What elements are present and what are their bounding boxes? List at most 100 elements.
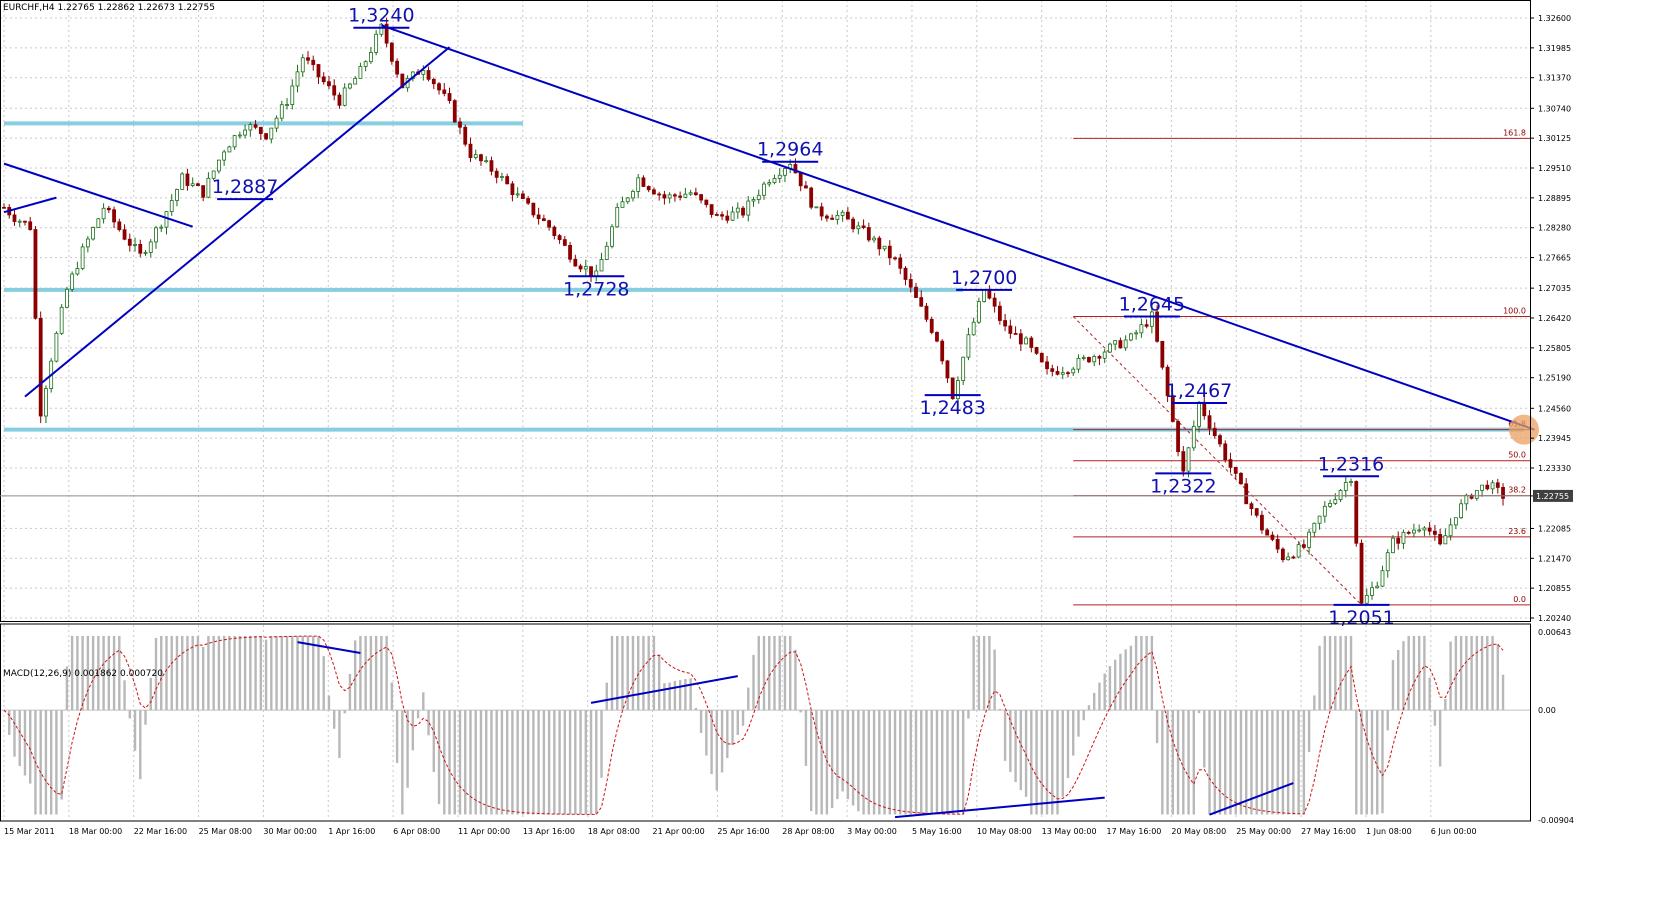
macd-bar <box>401 710 404 815</box>
macd-bar <box>809 710 813 812</box>
macd-bar <box>1349 635 1353 711</box>
candle-body <box>1312 522 1317 533</box>
candle-body <box>1018 333 1023 345</box>
macd-bar <box>1276 710 1279 815</box>
macd-bar <box>961 710 965 815</box>
macd-bar <box>118 635 121 711</box>
candle-body <box>594 270 599 277</box>
candle-body <box>327 81 331 87</box>
time-tick-label: 15 Mar 2011 <box>4 827 55 836</box>
candle-body <box>1343 482 1348 491</box>
macd-bar <box>1250 710 1253 815</box>
candle-body <box>1280 548 1285 561</box>
candle-body <box>1207 415 1212 429</box>
price-tick-label: 1.31985 <box>1538 44 1571 53</box>
macd-bar <box>600 710 603 778</box>
macd-bar <box>1386 710 1389 731</box>
time-tick-label: 6 Apr 08:00 <box>393 827 440 836</box>
macd-bar <box>233 635 236 711</box>
macd-bar <box>642 635 645 711</box>
candle-body <box>1328 503 1332 507</box>
macd-bar <box>741 710 745 726</box>
candle-body <box>720 214 724 217</box>
candle-body <box>379 23 384 35</box>
swing-label: 1,2887 <box>212 176 278 198</box>
candle-body <box>321 76 326 83</box>
candle-body <box>520 193 525 199</box>
time-tick-label: 17 May 16:00 <box>1107 827 1162 836</box>
price-tick-label: 1.29510 <box>1538 164 1571 173</box>
macd-bar <box>128 710 131 719</box>
candle-body <box>1097 356 1102 359</box>
macd-bar <box>458 710 462 815</box>
candle-body <box>1024 337 1028 345</box>
macd-bar <box>1302 710 1306 815</box>
macd-bar <box>1056 710 1059 815</box>
candle-body <box>395 60 400 75</box>
price-tick-label: 1.24560 <box>1538 404 1571 413</box>
candle-body <box>426 70 431 80</box>
candle-body <box>1391 537 1395 554</box>
candle-body <box>1113 340 1118 345</box>
time-tick-label: 20 May 08:00 <box>1171 827 1226 836</box>
macd-bar <box>1093 692 1096 711</box>
candle-body <box>688 192 693 195</box>
macd-bar <box>1465 635 1468 711</box>
macd-bar <box>1150 635 1154 711</box>
candle-body <box>568 245 572 260</box>
macd-bar <box>296 635 299 711</box>
price-tick-label: 1.31370 <box>1538 74 1571 83</box>
candle-body <box>1301 544 1306 548</box>
candle-body <box>914 286 918 298</box>
candle-body <box>751 199 756 202</box>
candle-body <box>804 185 808 189</box>
candle-body <box>636 177 641 192</box>
macd-bar <box>1003 710 1007 761</box>
candle-body <box>830 217 835 220</box>
candle-body <box>1375 585 1380 589</box>
candle-body <box>856 225 861 230</box>
candle-body <box>1464 494 1469 505</box>
macd-bar <box>684 678 687 711</box>
macd-bar <box>427 710 430 736</box>
macd-bar <box>1140 635 1143 711</box>
macd-bar <box>1171 710 1175 815</box>
macd-bar <box>380 635 383 711</box>
candle-body <box>940 340 945 362</box>
candle-body <box>1092 356 1097 363</box>
candle-body <box>1003 320 1008 327</box>
price-tick-label: 1.25190 <box>1538 374 1571 383</box>
macd-bar <box>1423 635 1426 711</box>
macd-bar <box>977 635 981 711</box>
macd-bar <box>1009 710 1012 772</box>
candle-body <box>1349 481 1353 483</box>
macd-bar <box>652 635 656 711</box>
candle-body <box>17 220 22 223</box>
price-tick-label: 1.23945 <box>1538 434 1571 443</box>
macd-bar <box>1129 645 1133 711</box>
trendline-short-left <box>3 196 57 214</box>
candle-body <box>258 126 263 134</box>
macd-bar <box>60 710 63 800</box>
candle-body <box>196 183 200 186</box>
candle-body <box>510 183 515 196</box>
macd-bar <box>1087 705 1091 711</box>
macd-bar <box>81 635 84 711</box>
macd-bar <box>175 635 179 711</box>
macd-bar <box>762 635 766 711</box>
candle-body <box>557 235 562 240</box>
macd-bar <box>411 710 415 751</box>
macd-bar <box>678 680 682 711</box>
macd-bar <box>1397 649 1400 711</box>
macd-bar <box>18 710 21 767</box>
chart-header: EURCHF,H4 1.22765 1.22862 1.22673 1.2275… <box>3 3 215 13</box>
macd-bar <box>1213 710 1216 815</box>
candle-body <box>216 159 221 172</box>
macd-bar <box>731 710 734 745</box>
annotation-layer: 1,3240 1,2887 1,2964 1,2728 1,2700 1,2645 1,24… <box>212 5 1395 629</box>
macd-bar <box>353 640 357 711</box>
candle-body <box>311 59 316 65</box>
candle-body <box>908 279 913 288</box>
candle-body <box>12 214 17 222</box>
